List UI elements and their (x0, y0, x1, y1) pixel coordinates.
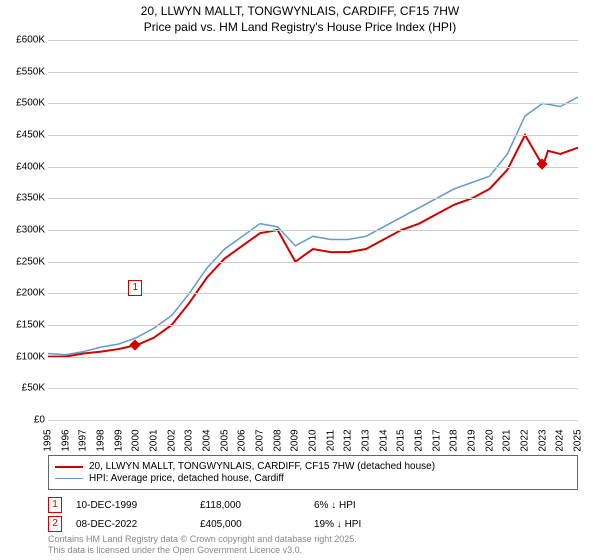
legend: 20, LLWYN MALLT, TONGWYNLAIS, CARDIFF, C… (48, 455, 578, 490)
x-axis-label: 1995 (43, 429, 54, 451)
gridline (48, 357, 578, 358)
legend-swatch (55, 466, 83, 468)
x-axis-label: 2003 (184, 429, 195, 451)
footer-line1: Contains HM Land Registry data © Crown c… (48, 534, 357, 545)
x-axis-label: 1996 (60, 429, 71, 451)
x-axis-label: 2016 (414, 429, 425, 451)
x-axis-label: 2002 (166, 429, 177, 451)
series-price_paid (48, 135, 578, 357)
x-axis-label: 2014 (378, 429, 389, 451)
x-axis-label: 2025 (573, 429, 584, 451)
x-axis-label: 2008 (272, 429, 283, 451)
x-axis-label: 2020 (484, 429, 495, 451)
y-axis-label: £500K (3, 98, 45, 109)
y-axis-label: £50K (3, 383, 45, 394)
gridline (48, 325, 578, 326)
data-row-price: £405,000 (200, 519, 300, 530)
y-axis-label: £400K (3, 161, 45, 172)
x-axis-label: 2017 (431, 429, 442, 451)
y-axis-label: £200K (3, 288, 45, 299)
y-axis-label: £150K (3, 320, 45, 331)
gridline (48, 167, 578, 168)
chart-title: 20, LLWYN MALLT, TONGWYNLAIS, CARDIFF, C… (0, 0, 600, 35)
footer-line2: This data is licensed under the Open Gov… (48, 545, 357, 556)
y-axis-label: £100K (3, 351, 45, 362)
x-axis-label: 2019 (467, 429, 478, 451)
y-axis-label: £300K (3, 225, 45, 236)
y-axis-label: £550K (3, 66, 45, 77)
data-row-pct: 6% ↓ HPI (314, 500, 414, 511)
gridline (48, 198, 578, 199)
x-axis-label: 1999 (113, 429, 124, 451)
x-axis-label: 2024 (555, 429, 566, 451)
legend-item: HPI: Average price, detached house, Card… (55, 473, 571, 484)
gridline (48, 40, 578, 41)
title-line1: 20, LLWYN MALLT, TONGWYNLAIS, CARDIFF, C… (0, 4, 600, 20)
chart-container: 20, LLWYN MALLT, TONGWYNLAIS, CARDIFF, C… (0, 0, 600, 560)
title-line2: Price paid vs. HM Land Registry's House … (0, 20, 600, 36)
x-axis-label: 2009 (290, 429, 301, 451)
x-axis-label: 2018 (449, 429, 460, 451)
gridline (48, 103, 578, 104)
gridline (48, 135, 578, 136)
x-axis-label: 2005 (219, 429, 230, 451)
x-axis-label: 1997 (78, 429, 89, 451)
gridline (48, 420, 578, 421)
y-axis-label: £250K (3, 256, 45, 267)
y-axis-label: £350K (3, 193, 45, 204)
x-axis-label: 2006 (237, 429, 248, 451)
gridline (48, 72, 578, 73)
legend-item: 20, LLWYN MALLT, TONGWYNLAIS, CARDIFF, C… (55, 461, 571, 472)
x-axis-label: 2011 (325, 430, 336, 452)
x-axis-label: 2000 (131, 429, 142, 451)
legend-swatch (55, 478, 83, 479)
x-axis-label: 2012 (343, 429, 354, 451)
data-row: 1 10-DEC-1999 £118,000 6% ↓ HPI (48, 497, 578, 513)
gridline (48, 388, 578, 389)
x-axis-label: 2023 (537, 429, 548, 451)
x-axis-label: 2007 (255, 429, 266, 451)
chart-plot-area: £0£50K£100K£150K£200K£250K£300K£350K£400… (48, 40, 578, 420)
y-axis-label: £450K (3, 130, 45, 141)
data-row: 2 08-DEC-2022 £405,000 19% ↓ HPI (48, 516, 578, 532)
x-axis-label: 2004 (202, 429, 213, 451)
footer-attribution: Contains HM Land Registry data © Crown c… (48, 534, 357, 556)
y-axis-label: £600K (3, 35, 45, 46)
x-axis-label: 2021 (502, 429, 513, 451)
legend-label: HPI: Average price, detached house, Card… (89, 473, 284, 484)
marker-label-1: 1 (128, 280, 142, 296)
x-axis-label: 1998 (96, 429, 107, 451)
data-point-table: 1 10-DEC-1999 £118,000 6% ↓ HPI 2 08-DEC-2022… (48, 494, 578, 535)
data-row-date: 08-DEC-2022 (76, 519, 186, 530)
x-axis-label: 2001 (149, 429, 160, 451)
legend-label: 20, LLWYN MALLT, TONGWYNLAIS, CARDIFF, C… (89, 461, 435, 472)
data-row-date: 10-DEC-1999 (76, 500, 186, 511)
data-row-marker: 1 (48, 497, 62, 513)
x-axis-label: 2013 (361, 429, 372, 451)
gridline (48, 262, 578, 263)
x-axis-label: 2015 (396, 429, 407, 451)
data-row-pct: 19% ↓ HPI (314, 519, 414, 530)
data-row-price: £118,000 (200, 500, 300, 511)
y-axis-label: £0 (3, 415, 45, 426)
data-row-marker: 2 (48, 516, 62, 532)
gridline (48, 230, 578, 231)
x-axis-label: 2022 (520, 429, 531, 451)
x-axis-label: 2010 (308, 429, 319, 451)
